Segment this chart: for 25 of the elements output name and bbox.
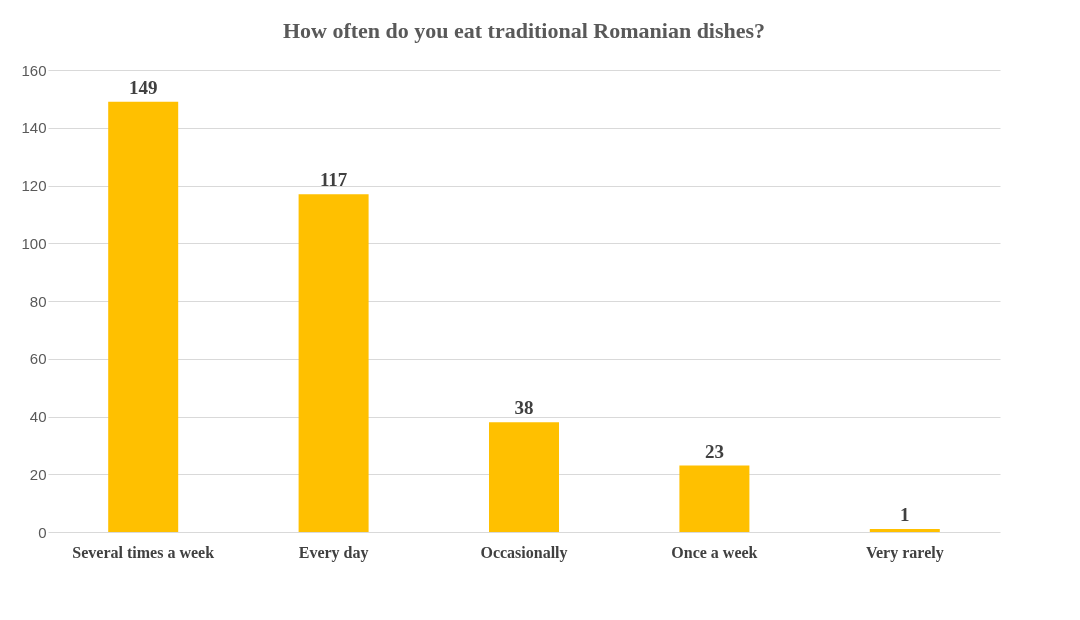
y-tick-label: 60: [29, 350, 47, 368]
y-tick-label: 120: [21, 177, 47, 194]
data-label: 117: [319, 169, 348, 191]
y-tick-label: 140: [21, 119, 47, 137]
x-tick-label: Once a week: [671, 543, 758, 561]
y-tick-label: 100: [21, 234, 47, 252]
bar: [489, 422, 559, 532]
data-label: 1: [900, 504, 910, 526]
y-tick-label: 20: [29, 465, 47, 483]
bar: [679, 465, 750, 532]
y-tick-label: 80: [29, 292, 47, 310]
x-tick-label: Several times a week: [72, 543, 215, 561]
data-label: 149: [128, 76, 158, 98]
x-tick-label: Very rarely: [865, 543, 944, 562]
data-label: 38: [514, 397, 534, 419]
y-tick-label: 0: [38, 523, 47, 541]
chart-title: How often do you eat traditional Romanian dishes?: [282, 18, 766, 43]
data-label: 23: [704, 440, 724, 462]
bar: [298, 194, 369, 532]
x-tick-label: Occasionally: [480, 543, 568, 562]
y-tick-label: 160: [21, 61, 47, 79]
x-tick-label: Every day: [298, 543, 369, 562]
bar: [869, 529, 940, 532]
y-tick-label: 40: [29, 408, 47, 425]
bar: [108, 101, 179, 532]
